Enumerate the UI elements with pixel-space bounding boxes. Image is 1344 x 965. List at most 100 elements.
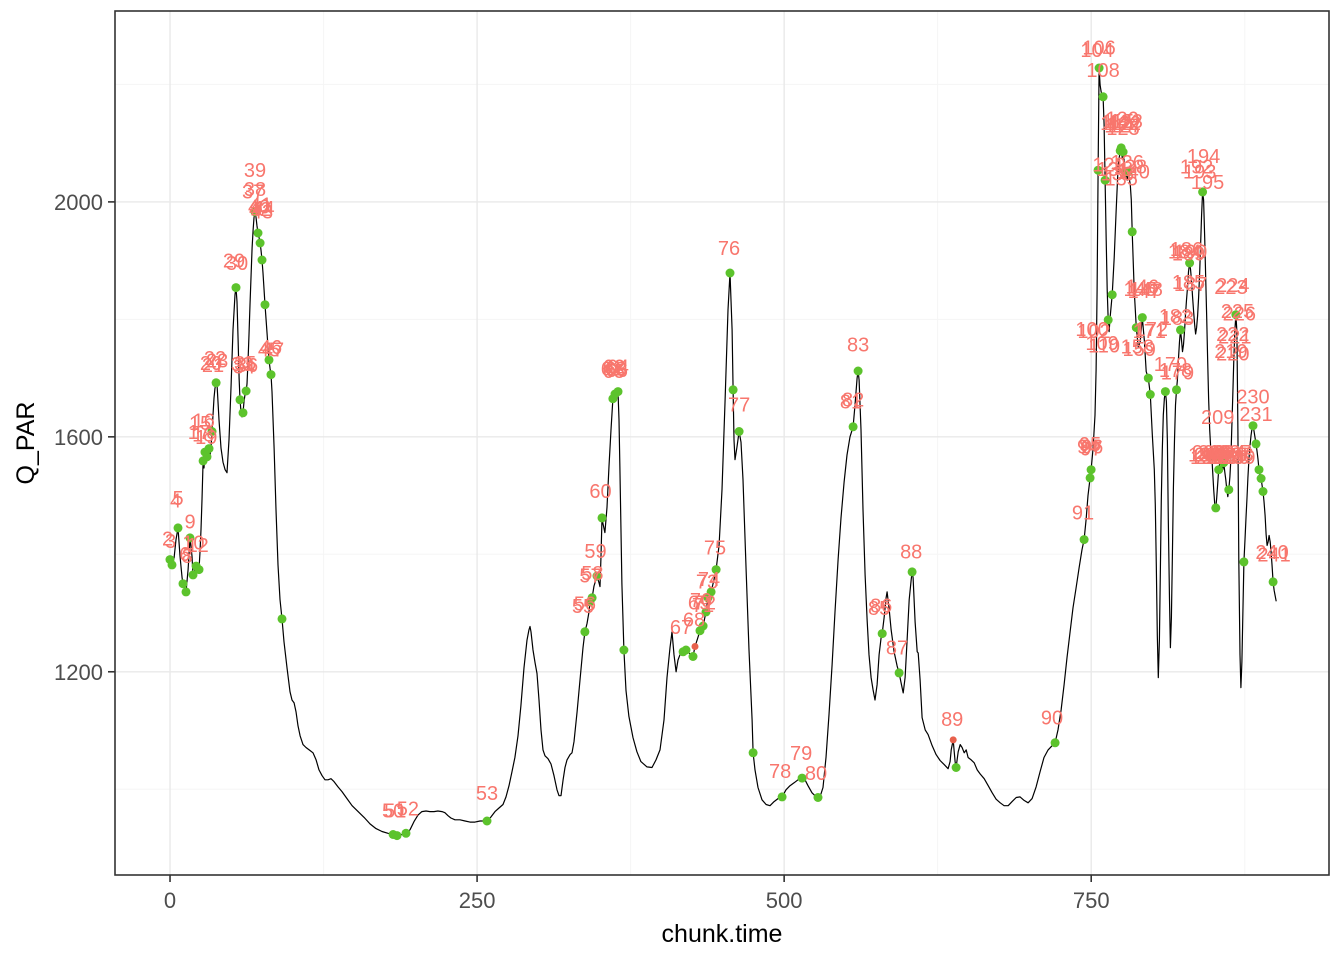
peak-label: 67 (670, 617, 692, 639)
peak-point (167, 560, 177, 570)
peak-point (1214, 465, 1224, 475)
peak-label: 158 (1121, 336, 1154, 358)
peak-point (706, 587, 716, 597)
peak-label: 3 (165, 531, 176, 553)
peak-label: 78 (769, 761, 791, 783)
x-tick-label: 750 (1073, 888, 1110, 913)
peak-point (1172, 385, 1181, 395)
peak-point (777, 792, 787, 802)
peak-point (688, 652, 698, 661)
peak-points-layer (165, 63, 1278, 841)
peak-point (173, 523, 183, 533)
peak-point (1143, 373, 1153, 383)
peak-point (1160, 387, 1170, 397)
peak-label: 131 (1097, 159, 1130, 181)
peak-label: 199 (1190, 447, 1223, 469)
plot-panel (115, 11, 1329, 875)
peak-point (1258, 487, 1268, 496)
x-tick-label: 0 (164, 888, 176, 913)
peak-label: 61 (601, 359, 623, 381)
peak-label: 115 (1102, 111, 1134, 133)
peak-point (698, 621, 708, 631)
peak-label: 43 (251, 201, 273, 223)
peak-point (580, 627, 590, 637)
peak-label: 76 (718, 238, 740, 260)
peak-label: 80 (805, 763, 827, 785)
peak-label: 55 (572, 596, 594, 618)
peak-point (619, 645, 629, 655)
y-tick-label: 1200 (54, 660, 103, 685)
peak-label: 100 (1075, 319, 1108, 341)
peak-label: 222 (1216, 324, 1249, 346)
peak-label: 237 (1218, 442, 1251, 464)
peak-label: 226 (1223, 304, 1256, 326)
peak-label: 90 (1041, 708, 1063, 730)
peak-label: 202 (1194, 445, 1227, 467)
peak-label: 97 (1080, 439, 1102, 461)
peak-label: 58 (581, 563, 603, 585)
peak-label: 88 (900, 541, 922, 563)
peak-point (1118, 147, 1128, 157)
peak-label: 77 (728, 395, 750, 417)
peak-label: 69 (688, 593, 710, 615)
peak-label: 36 (236, 355, 258, 377)
peak-point (1219, 458, 1229, 468)
peak-label: 117 (1104, 116, 1136, 138)
peak-label: 9 (184, 512, 195, 534)
peak-label: 70 (690, 590, 712, 612)
y-axis-title: Q_PAR (12, 402, 40, 485)
peak-label: 59 (584, 541, 606, 563)
peak-label: 60 (589, 481, 611, 503)
peak-point (734, 427, 744, 436)
peak-label: 72 (694, 593, 716, 615)
peak-label: 33 (231, 354, 253, 376)
peak-point (1251, 439, 1261, 449)
peak-label: 51 (384, 800, 406, 822)
peak-label: 89 (941, 709, 963, 731)
peak-label: 231 (1239, 404, 1272, 426)
peak-point (1248, 421, 1258, 431)
peak-label: 12 (187, 535, 209, 557)
peak-label: 41 (250, 194, 272, 216)
peak-label: 112 (1100, 113, 1132, 135)
peak-point (1239, 557, 1249, 567)
peak-point (238, 408, 248, 418)
peak-label: 95 (1079, 434, 1101, 456)
peak-label: 219 (1214, 341, 1247, 363)
peak-label: 85 (868, 598, 890, 620)
x-axis-title: chunk.time (662, 920, 783, 948)
peak-point (1211, 503, 1221, 513)
peak-point (266, 370, 276, 380)
peak-label: 73 (696, 571, 718, 593)
peak-point (204, 444, 214, 454)
peak-point-red (691, 643, 699, 650)
peak-label: 71 (692, 595, 714, 617)
peak-point (482, 816, 492, 826)
peak-label: 239 (1222, 447, 1255, 469)
peak-point (250, 207, 260, 217)
peak-point (1176, 325, 1185, 335)
peak-point (1145, 390, 1155, 399)
peak-label: 129 (1092, 154, 1125, 176)
peak-label: 140 (1117, 161, 1150, 183)
peak-label: 62 (603, 356, 625, 378)
peak-label: 148 (1130, 279, 1163, 301)
peak-label: 135 (1105, 168, 1138, 190)
peak-label: 42 (249, 199, 271, 221)
peak-label: 91 (1072, 503, 1094, 525)
peak-point (178, 579, 188, 589)
peak-label: 82 (842, 389, 864, 411)
peak-label: 30 (226, 253, 248, 275)
peak-label: 81 (840, 392, 862, 414)
peak-point (1100, 175, 1110, 185)
peak-label: 96 (1081, 436, 1103, 458)
peak-label: 17 (188, 422, 210, 444)
peak-label: 53 (476, 783, 498, 805)
peak-label: 35 (234, 353, 256, 375)
peak-point (401, 828, 411, 838)
peak-label: 133 (1101, 164, 1134, 186)
peak-point (1093, 165, 1103, 175)
peak-label: 22 (204, 348, 226, 370)
peak-label: 15 (189, 413, 211, 435)
